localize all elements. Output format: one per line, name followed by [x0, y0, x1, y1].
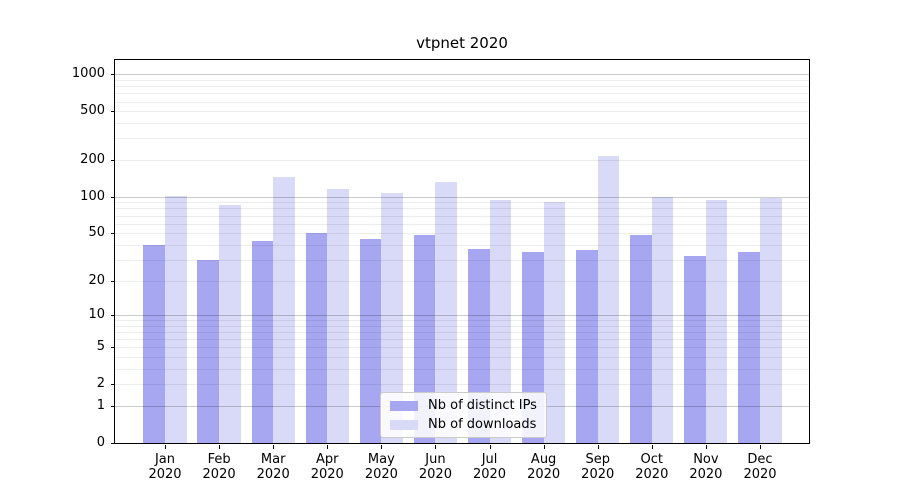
x-tickmark [705, 445, 707, 449]
bar-downloads-jun [435, 182, 458, 443]
legend-item-downloads: Nb of downloads [390, 417, 537, 432]
bar-distinct-ips-feb [197, 259, 220, 443]
x-tick-label: Apr 2020 [310, 452, 344, 482]
x-tickmark [327, 445, 329, 449]
y-tick-label: 2 [96, 376, 105, 392]
bar-distinct-ips-nov [684, 256, 706, 443]
bar-distinct-ips-jan [143, 244, 165, 443]
x-tick-label: May 2020 [364, 452, 398, 482]
legend: Nb of distinct IPs Nb of downloads [380, 392, 547, 438]
x-tickmark [219, 445, 221, 449]
y-tick-label: 500 [80, 103, 105, 119]
y-tickmark [111, 315, 115, 317]
y-tickmark [111, 74, 115, 76]
legend-label-downloads: Nb of downloads [428, 417, 537, 432]
y-tickmark [111, 443, 115, 444]
x-tickmark [489, 445, 491, 449]
bar-downloads-nov [705, 199, 728, 443]
y-tick-label: 1000 [71, 66, 105, 82]
y-tickmark [111, 196, 115, 198]
y-tickmark [111, 111, 115, 113]
bar-distinct-ips-dec [738, 251, 760, 443]
x-tickmark [759, 445, 761, 449]
bar-distinct-ips-may [359, 238, 382, 443]
x-tick-label: Feb 2020 [202, 452, 236, 482]
x-tickmark [651, 445, 653, 449]
x-tick-label: Jan 2020 [148, 452, 182, 482]
bar-downloads-aug [543, 202, 566, 443]
legend-label-distinct-ips: Nb of distinct IPs [428, 398, 537, 413]
y-tick-label: 10 [88, 307, 105, 323]
bar-distinct-ips-apr [305, 233, 328, 443]
bar-downloads-apr [327, 188, 349, 443]
x-tickmark [543, 445, 545, 449]
y-tickmark [111, 233, 115, 235]
y-tickmark [111, 347, 115, 349]
bar-downloads-jul [489, 199, 512, 443]
minor-gridline [115, 86, 809, 88]
minor-gridline [115, 101, 809, 103]
bar-downloads-dec [759, 198, 782, 443]
chart-title: vtpnet 2020 [416, 34, 508, 52]
x-tick-label: Aug 2020 [527, 452, 561, 482]
bar-distinct-ips-mar [251, 241, 274, 443]
bar-distinct-ips-sep [576, 250, 598, 443]
x-tick-label: Jul 2020 [472, 452, 507, 482]
x-tick-label: Sep 2020 [581, 452, 615, 482]
major-gridline [115, 74, 809, 76]
y-tickmark [111, 280, 115, 282]
x-tickmark [381, 445, 383, 449]
legend-swatch-distinct-ips-icon [390, 400, 418, 411]
bar-downloads-jan [165, 195, 187, 443]
y-tick-label: 100 [80, 188, 105, 204]
y-tick-label: 20 [88, 272, 105, 288]
bar-downloads-mar [273, 177, 295, 443]
x-tick-label: Mar 2020 [256, 452, 290, 482]
minor-gridline [115, 159, 809, 161]
bar-downloads-oct [651, 196, 674, 443]
y-tick-label: 50 [88, 225, 105, 241]
minor-gridline [115, 79, 809, 81]
x-tickmark [165, 445, 166, 449]
y-tickmark [111, 406, 115, 407]
bar-downloads-sep [597, 156, 620, 443]
x-tick-label: Dec 2020 [743, 452, 777, 482]
bar-downloads-may [381, 192, 403, 443]
minor-gridline [115, 93, 809, 95]
x-tickmark [435, 445, 437, 449]
x-tickmark [273, 445, 275, 449]
x-tick-label: Jun 2020 [418, 452, 452, 482]
bar-distinct-ips-jun [413, 235, 436, 443]
y-tick-label: 0 [96, 435, 105, 450]
y-tick-label: 200 [80, 151, 105, 167]
x-tick-label: Oct 2020 [635, 452, 669, 482]
x-tickmark [597, 445, 599, 449]
minor-gridline [115, 138, 809, 140]
minor-gridline [115, 123, 809, 125]
legend-swatch-downloads-icon [390, 419, 418, 430]
x-tick-label: Nov 2020 [689, 452, 723, 482]
y-tick-label: 1 [96, 398, 105, 413]
bar-distinct-ips-oct [630, 235, 652, 443]
y-tickmark [111, 159, 115, 161]
plot-area [114, 59, 810, 444]
minor-gridline [115, 111, 809, 113]
y-tick-label: 5 [96, 339, 105, 355]
y-tickmark [111, 384, 115, 386]
bar-downloads-feb [219, 205, 241, 443]
major-gridline [115, 196, 809, 198]
legend-item-distinct-ips: Nb of distinct IPs [390, 398, 537, 413]
minor-gridline [115, 202, 809, 204]
